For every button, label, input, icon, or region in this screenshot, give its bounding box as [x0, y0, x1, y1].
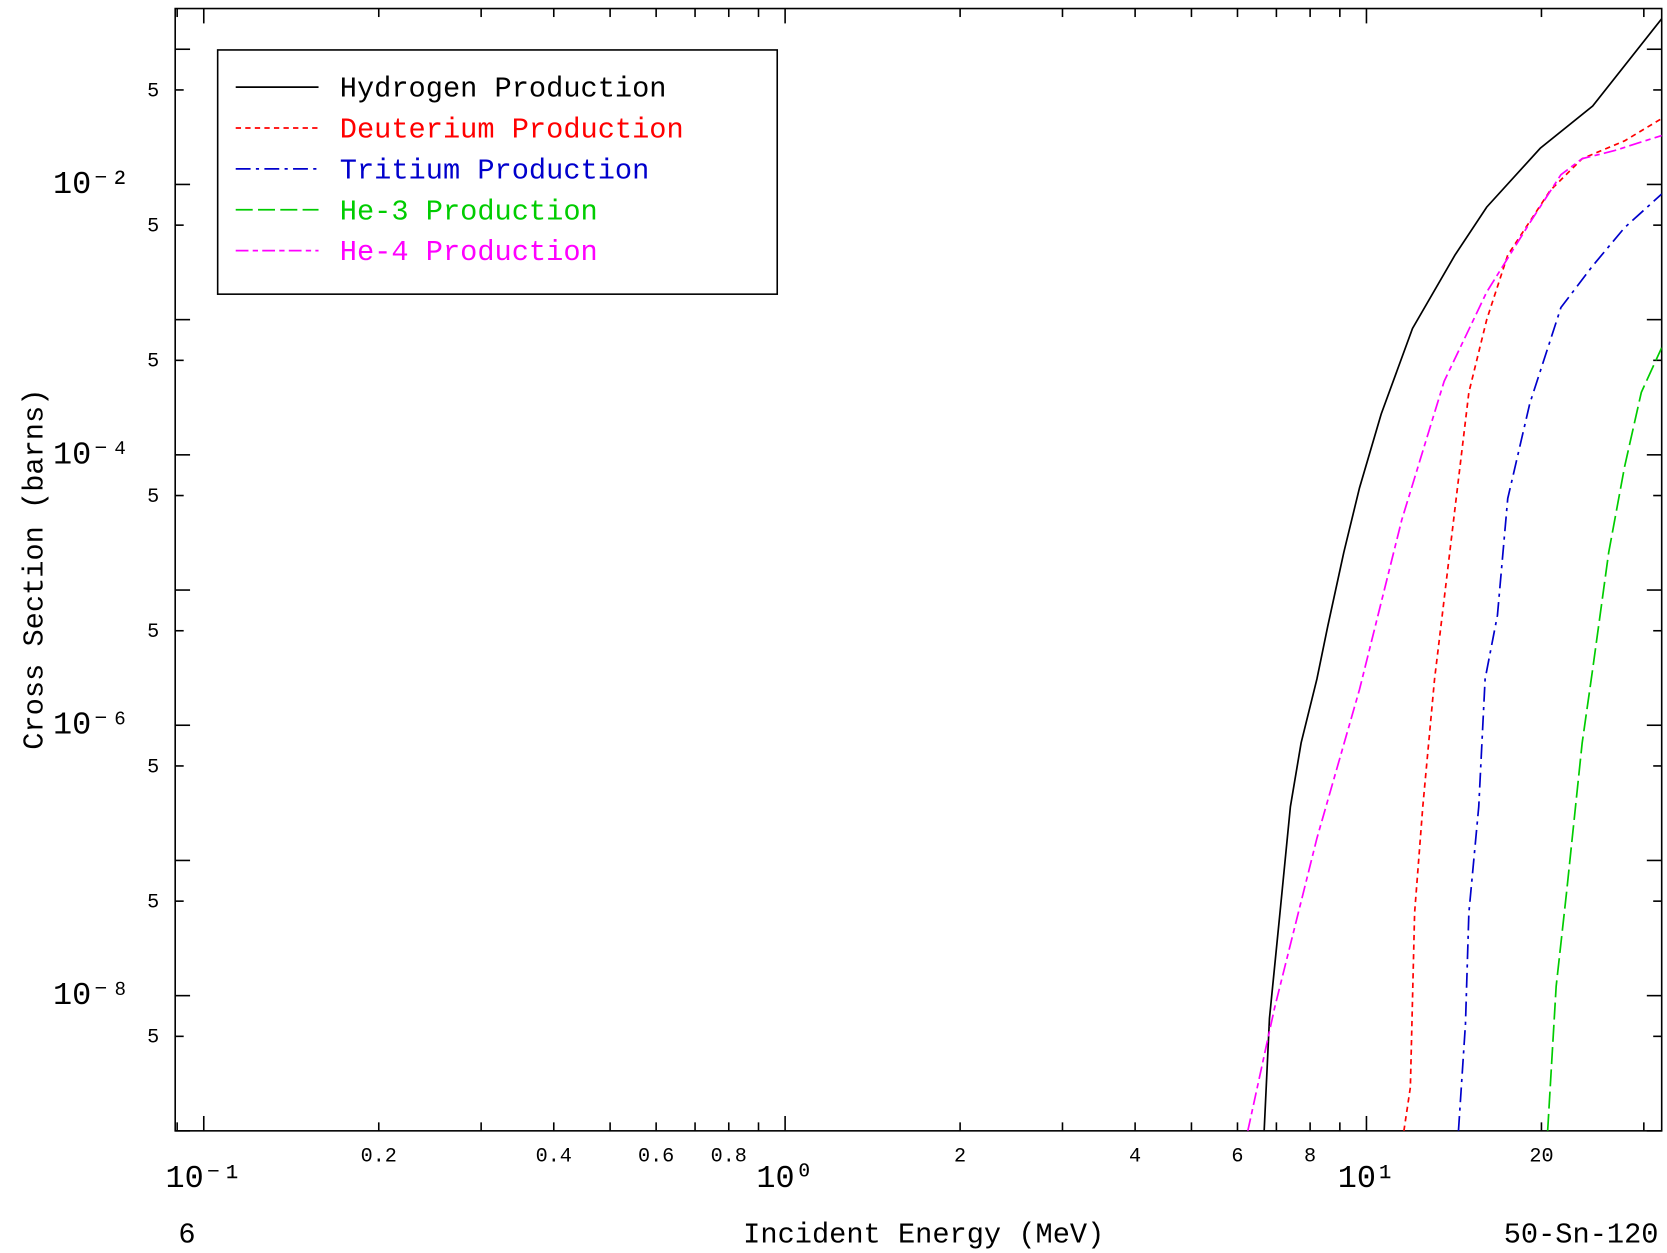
x-tick-label: 8 [1304, 1146, 1316, 1169]
x-tick-label: 0.6 [638, 1146, 674, 1169]
x-tick-label: 20 [1529, 1146, 1553, 1169]
corner-label: 6 [178, 1218, 195, 1251]
series-line [1403, 117, 1662, 1131]
legend-label: Hydrogen Production [340, 73, 667, 106]
x-tick-label: 10⁻¹ [166, 1160, 242, 1197]
legend-box [216, 49, 779, 295]
x-tick-label: 0.8 [711, 1146, 747, 1169]
x-tick-label: 4 [1129, 1146, 1141, 1169]
x-axis-label: Incident Energy (MeV) [743, 1218, 1104, 1251]
y-tick-label: 5 [147, 486, 159, 509]
y-tick-label: 10⁻² [53, 166, 130, 203]
y-axis-label: Cross Section (barns) [18, 389, 51, 750]
y-tick-label: 5 [147, 892, 159, 915]
legend-label: He-4 Production [340, 236, 598, 269]
y-tick-label: 5 [147, 1027, 159, 1050]
material-label: 50-Sn-120 [1504, 1218, 1659, 1251]
y-tick-label: 5 [147, 216, 159, 239]
y-tick-label: 5 [147, 80, 159, 103]
x-tick-label: 10⁰ [756, 1160, 813, 1197]
x-tick-label: 6 [1231, 1146, 1243, 1169]
series-line [1263, 18, 1662, 1131]
y-tick-label: 10⁻⁶ [53, 707, 130, 744]
y-tick-label: 10⁻⁴ [53, 436, 130, 473]
legend-label: He-3 Production [340, 195, 598, 228]
x-tick-label: 0.4 [536, 1146, 572, 1169]
x-tick-label: 10¹ [1338, 1160, 1395, 1197]
legend-label: Deuterium Production [340, 114, 684, 147]
y-tick-label: 5 [147, 756, 159, 779]
y-tick-label: 5 [147, 621, 159, 644]
x-tick-label: 2 [954, 1146, 966, 1169]
plot-frame [174, 7, 1663, 1132]
y-tick-label: 5 [147, 351, 159, 374]
y-tick-label: 10⁻⁸ [53, 977, 130, 1014]
series-line [1546, 347, 1662, 1131]
series-line [1457, 193, 1662, 1131]
series-line [1246, 134, 1662, 1131]
x-tick-label: 0.2 [361, 1146, 397, 1169]
legend-label: Tritium Production [340, 154, 650, 187]
